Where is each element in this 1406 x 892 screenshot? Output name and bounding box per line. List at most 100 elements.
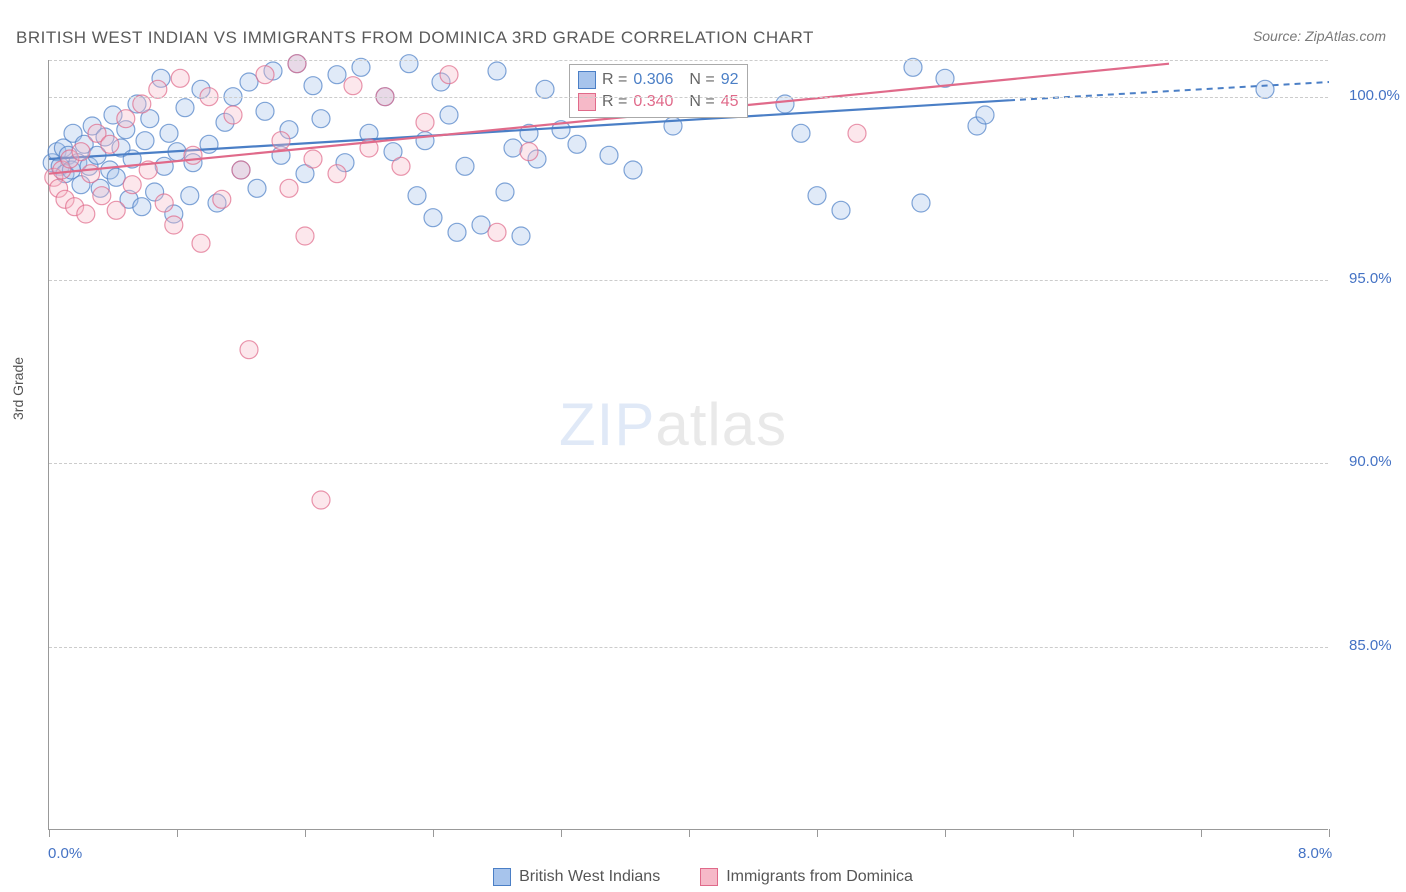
data-point: [107, 201, 125, 219]
data-point: [416, 132, 434, 150]
data-point: [133, 95, 151, 113]
x-axis-max-label: 8.0%: [1298, 845, 1332, 862]
y-tick-label: 85.0%: [1349, 637, 1392, 654]
data-point: [448, 223, 466, 241]
data-point: [416, 113, 434, 131]
x-tick: [1329, 829, 1330, 837]
data-point: [181, 187, 199, 205]
data-point: [440, 66, 458, 84]
data-point: [976, 106, 994, 124]
legend-correlation: R = 0.306 N = 92 R =0.340N =45: [569, 64, 748, 118]
x-tick: [945, 829, 946, 837]
data-point: [472, 216, 490, 234]
data-point: [72, 143, 90, 161]
data-point: [155, 157, 173, 175]
data-point: [107, 168, 125, 186]
data-point: [77, 205, 95, 223]
data-point: [440, 106, 458, 124]
data-point: [256, 102, 274, 120]
data-point: [392, 157, 410, 175]
y-axis-label: 3rd Grade: [10, 357, 26, 420]
data-point: [328, 66, 346, 84]
data-point: [82, 165, 100, 183]
gridline-h: [49, 280, 1328, 281]
data-point: [136, 132, 154, 150]
data-point: [232, 161, 250, 179]
data-point: [155, 194, 173, 212]
data-point: [312, 491, 330, 509]
legend-series: British West Indians Immigrants from Domi…: [0, 868, 1406, 886]
data-point: [496, 183, 514, 201]
plot-area: ZIPatlas R =0.306N =92R =0.340N =45 100.…: [48, 60, 1328, 830]
chart-title: BRITISH WEST INDIAN VS IMMIGRANTS FROM D…: [16, 28, 814, 48]
data-point: [256, 66, 274, 84]
data-point: [808, 187, 826, 205]
x-tick: [561, 829, 562, 837]
data-point: [184, 146, 202, 164]
gridline-h: [49, 647, 1328, 648]
x-tick: [1073, 829, 1074, 837]
legend-label: British West Indians: [519, 868, 660, 886]
data-point: [912, 194, 930, 212]
x-axis-min-label: 0.0%: [48, 845, 82, 862]
x-tick: [1201, 829, 1202, 837]
data-point: [213, 190, 231, 208]
legend-r-value: 0.306: [633, 71, 673, 89]
plot-svg: [49, 60, 1329, 830]
legend-item: Immigrants from Dominica: [700, 868, 913, 886]
data-point: [776, 95, 794, 113]
data-point: [224, 106, 242, 124]
data-point: [408, 187, 426, 205]
data-point: [312, 110, 330, 128]
legend-swatch: [493, 868, 511, 886]
x-tick: [433, 829, 434, 837]
data-point: [192, 234, 210, 252]
legend-n-label: N =: [689, 71, 714, 89]
data-point: [832, 201, 850, 219]
data-point: [304, 77, 322, 95]
legend-n-value: 92: [721, 71, 739, 89]
legend-r-label: R =: [602, 71, 627, 89]
data-point: [240, 73, 258, 91]
x-tick: [49, 829, 50, 837]
data-point: [488, 223, 506, 241]
data-point: [600, 146, 618, 164]
data-point: [248, 179, 266, 197]
data-point: [568, 135, 586, 153]
legend-item: British West Indians: [493, 868, 660, 886]
data-point: [504, 139, 522, 157]
chart-container: BRITISH WEST INDIAN VS IMMIGRANTS FROM D…: [0, 0, 1406, 892]
y-tick-label: 100.0%: [1349, 87, 1400, 104]
data-point: [288, 55, 306, 73]
data-point: [171, 69, 189, 87]
data-point: [93, 187, 111, 205]
legend-swatch: [578, 71, 596, 89]
data-point: [296, 227, 314, 245]
data-point: [624, 161, 642, 179]
data-point: [536, 80, 554, 98]
source-label: Source: ZipAtlas.com: [1253, 28, 1386, 44]
data-point: [304, 150, 322, 168]
data-point: [424, 209, 442, 227]
x-tick: [689, 829, 690, 837]
data-point: [123, 176, 141, 194]
data-point: [272, 132, 290, 150]
data-point: [280, 179, 298, 197]
data-point: [149, 80, 167, 98]
data-point: [512, 227, 530, 245]
gridline-h: [49, 463, 1328, 464]
legend-row: R =0.340N =45: [578, 91, 739, 113]
legend-swatch: [700, 868, 718, 886]
data-point: [352, 58, 370, 76]
data-point: [344, 77, 362, 95]
data-point: [176, 99, 194, 117]
data-point: [165, 216, 183, 234]
data-point: [400, 55, 418, 73]
legend-label: Immigrants from Dominica: [726, 868, 913, 886]
gridline-h: [49, 60, 1328, 61]
data-point: [456, 157, 474, 175]
data-point: [904, 58, 922, 76]
data-point: [328, 165, 346, 183]
data-point: [240, 341, 258, 359]
data-point: [520, 143, 538, 161]
